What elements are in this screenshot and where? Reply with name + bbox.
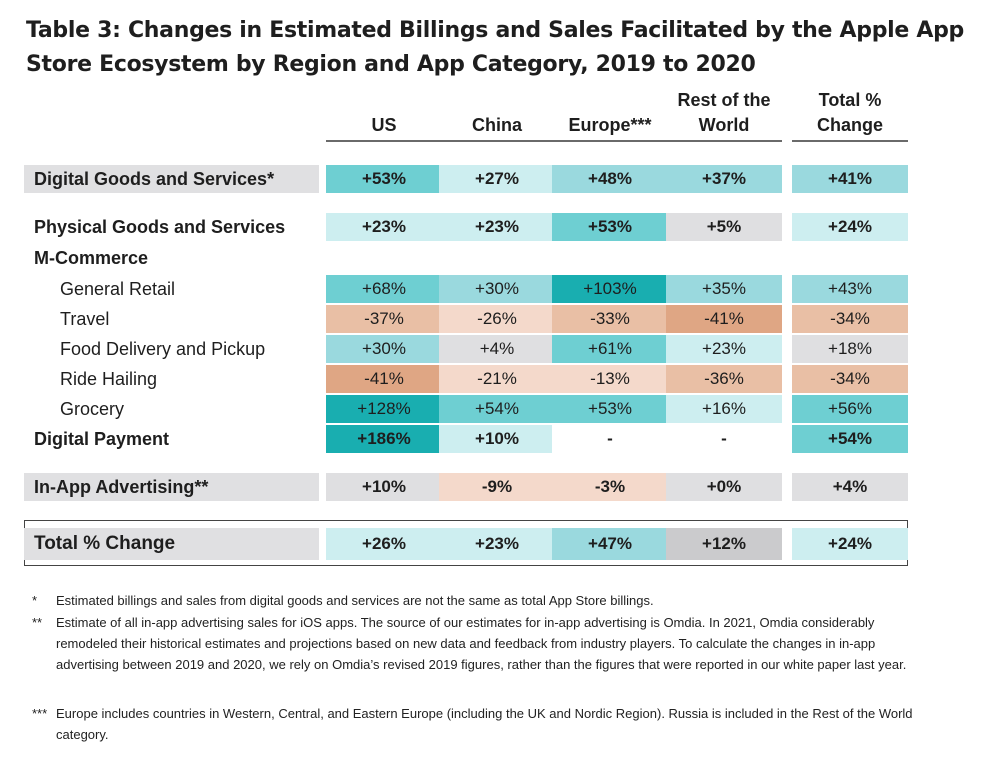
row-label: Travel [60,309,110,329]
column-header-line2: US [371,115,397,135]
table-cell: +47% [552,528,668,560]
table-cell: +37% [666,165,782,193]
row-label: Food Delivery and Pickup [60,339,266,359]
row-label: Digital Goods and Services* [34,169,275,189]
footnote-text: Estimate of all in-app advertising sales… [56,615,907,672]
table-cell: +128% [326,395,442,423]
row-label: M-Commerce [34,248,149,268]
table-cell: -37% [326,305,442,333]
row-label: Digital Payment [34,429,170,449]
table-cell: +27% [439,165,555,193]
table-cell: -36% [666,365,782,393]
table-cell: +53% [552,395,668,423]
footnote-text: Estimated billings and sales from digita… [56,593,654,608]
column-header-line2: China [471,115,522,135]
table-cell: +10% [326,473,442,501]
footnote-text: Europe includes countries in Western, Ce… [56,706,913,742]
table-cell: -26% [439,305,555,333]
row-label-background [24,528,319,560]
table-cell: +30% [326,335,442,363]
column-header: Europe*** [552,113,668,142]
footnote-mark: ** [32,615,43,630]
column-header: Rest of the World [666,88,782,142]
table-cell: +53% [326,165,442,193]
column-header: US [326,113,442,142]
table-cell: - [552,425,668,453]
table-cell: +103% [552,275,668,303]
table-cell: +16% [666,395,782,423]
table-cell: +23% [326,213,442,241]
table-cell: +4% [792,473,908,501]
table-cell: +23% [439,213,555,241]
table-cell: +41% [792,165,908,193]
table-cell: +54% [792,425,908,453]
table-cell: +56% [792,395,908,423]
table-cell: +48% [552,165,668,193]
column-header-line1: Rest of the [677,90,771,110]
table-cell: +0% [666,473,782,501]
row-label-background [24,165,319,193]
table-cell: -34% [792,365,908,393]
column-header-line2: World [698,115,750,135]
table-cell: +26% [326,528,442,560]
row-label: Grocery [60,399,125,419]
table-cell: +12% [666,528,782,560]
table-cell: +35% [666,275,782,303]
row-label: In-App Advertising** [34,477,209,497]
row-label-background [24,473,319,501]
table-title: Table 3: Changes in Estimated Billings a… [26,18,964,77]
table-cell: +23% [666,335,782,363]
column-header-line2: Europe*** [568,115,652,135]
table-cell: +23% [439,528,555,560]
table-cell: +43% [792,275,908,303]
table-cell: -21% [439,365,555,393]
table-cell: -41% [326,365,442,393]
footnote-mark: * [32,593,38,608]
table-cell: - [666,425,782,453]
table-cell: +53% [552,213,668,241]
table-cell: +186% [326,425,442,453]
column-header: China [439,113,555,142]
table-cell: +4% [439,335,555,363]
table-cell: -41% [666,305,782,333]
column-header-line2: Change [816,115,883,135]
table-cell: +54% [439,395,555,423]
footnote-mark: *** [32,706,48,721]
table-cell: +10% [439,425,555,453]
row-label: Ride Hailing [60,369,158,389]
table-cell: -9% [439,473,555,501]
row-label: Physical Goods and Services [34,217,286,237]
column-header: Total % Change [792,88,908,142]
row-label: Total % Change [34,533,176,554]
table-cell: +18% [792,335,908,363]
column-header-line1: Total % [818,90,882,110]
table-cell: -13% [552,365,668,393]
table-cell: -3% [552,473,668,501]
table-cell: +5% [666,213,782,241]
table-cell: +30% [439,275,555,303]
table-cell: -34% [792,305,908,333]
table-cell: +61% [552,335,668,363]
row-label: General Retail [60,279,176,299]
table-cell: +68% [326,275,442,303]
table-cell: +24% [792,528,908,560]
table-cell: +24% [792,213,908,241]
table-cell: -33% [552,305,668,333]
